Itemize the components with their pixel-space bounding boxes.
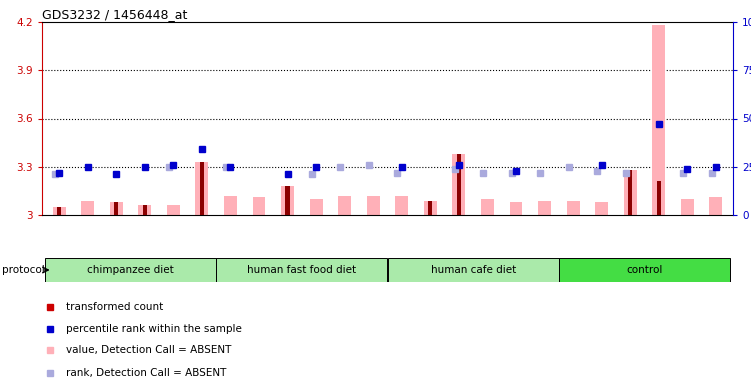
Bar (45, 258, 216, 282)
Bar (596, 202, 608, 215)
Bar (567, 200, 580, 215)
Bar (428, 200, 433, 215)
Bar (457, 154, 461, 215)
Text: human cafe diet: human cafe diet (430, 265, 516, 275)
Bar (653, 25, 665, 215)
Bar (481, 199, 494, 215)
Bar (114, 202, 119, 215)
Bar (309, 199, 322, 215)
Bar (81, 200, 94, 215)
Bar (452, 154, 466, 215)
Text: protocol: protocol (2, 265, 44, 275)
Bar (57, 207, 62, 215)
Text: rank, Detection Call = ABSENT: rank, Detection Call = ABSENT (66, 368, 227, 378)
Bar (281, 186, 294, 215)
Bar (110, 202, 122, 215)
Bar (710, 197, 722, 215)
Bar (624, 170, 637, 215)
Text: GDS3232 / 1456448_at: GDS3232 / 1456448_at (42, 8, 188, 21)
Bar (167, 205, 179, 215)
Bar (510, 202, 523, 215)
Bar (143, 205, 147, 215)
Bar (216, 258, 388, 282)
Bar (338, 196, 351, 215)
Bar (138, 205, 151, 215)
Bar (366, 196, 380, 215)
Bar (200, 162, 204, 215)
Bar (559, 258, 730, 282)
Bar (195, 162, 208, 215)
Bar (252, 197, 265, 215)
Bar (388, 258, 559, 282)
Bar (53, 207, 65, 215)
Bar (656, 181, 661, 215)
Text: chimpanzee diet: chimpanzee diet (87, 265, 174, 275)
Bar (424, 200, 437, 215)
Text: human fast food diet: human fast food diet (247, 265, 357, 275)
Text: transformed count: transformed count (66, 302, 164, 312)
Bar (628, 170, 632, 215)
Bar (395, 196, 409, 215)
Text: control: control (626, 265, 662, 275)
Text: value, Detection Call = ABSENT: value, Detection Call = ABSENT (66, 345, 231, 355)
Text: percentile rank within the sample: percentile rank within the sample (66, 324, 242, 334)
Bar (224, 196, 237, 215)
Bar (285, 186, 290, 215)
Bar (538, 200, 551, 215)
Bar (681, 199, 694, 215)
